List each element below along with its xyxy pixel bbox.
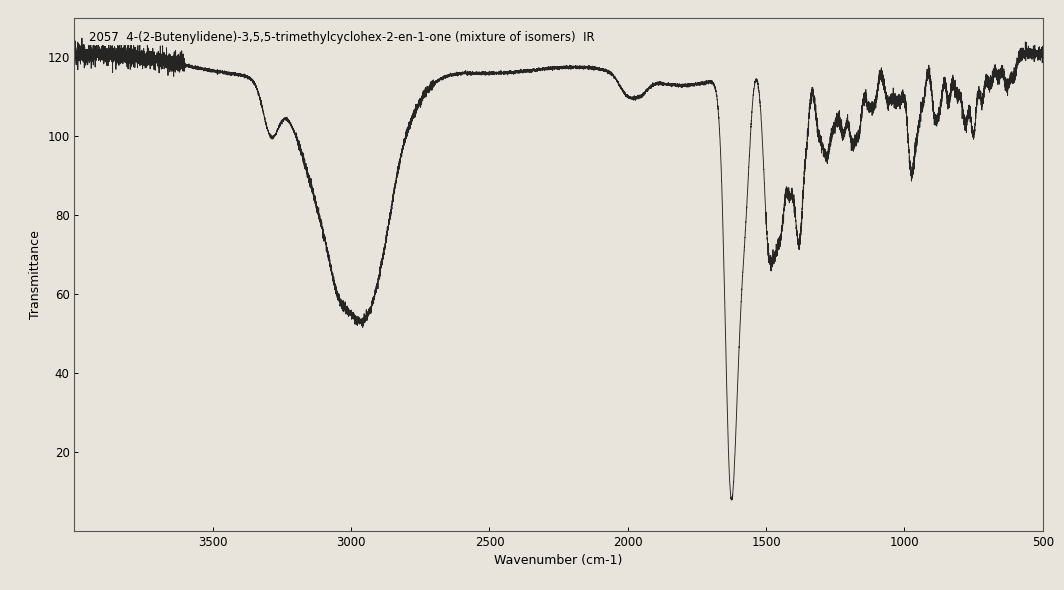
X-axis label: Wavenumber (cm-1): Wavenumber (cm-1) <box>495 555 622 568</box>
Y-axis label: Transmittance: Transmittance <box>29 230 41 319</box>
Text: 2057  4-(2-Butenylidene)-3,5,5-trimethylcyclohex-2-en-1-one (mixture of isomers): 2057 4-(2-Butenylidene)-3,5,5-trimethylc… <box>89 31 595 44</box>
